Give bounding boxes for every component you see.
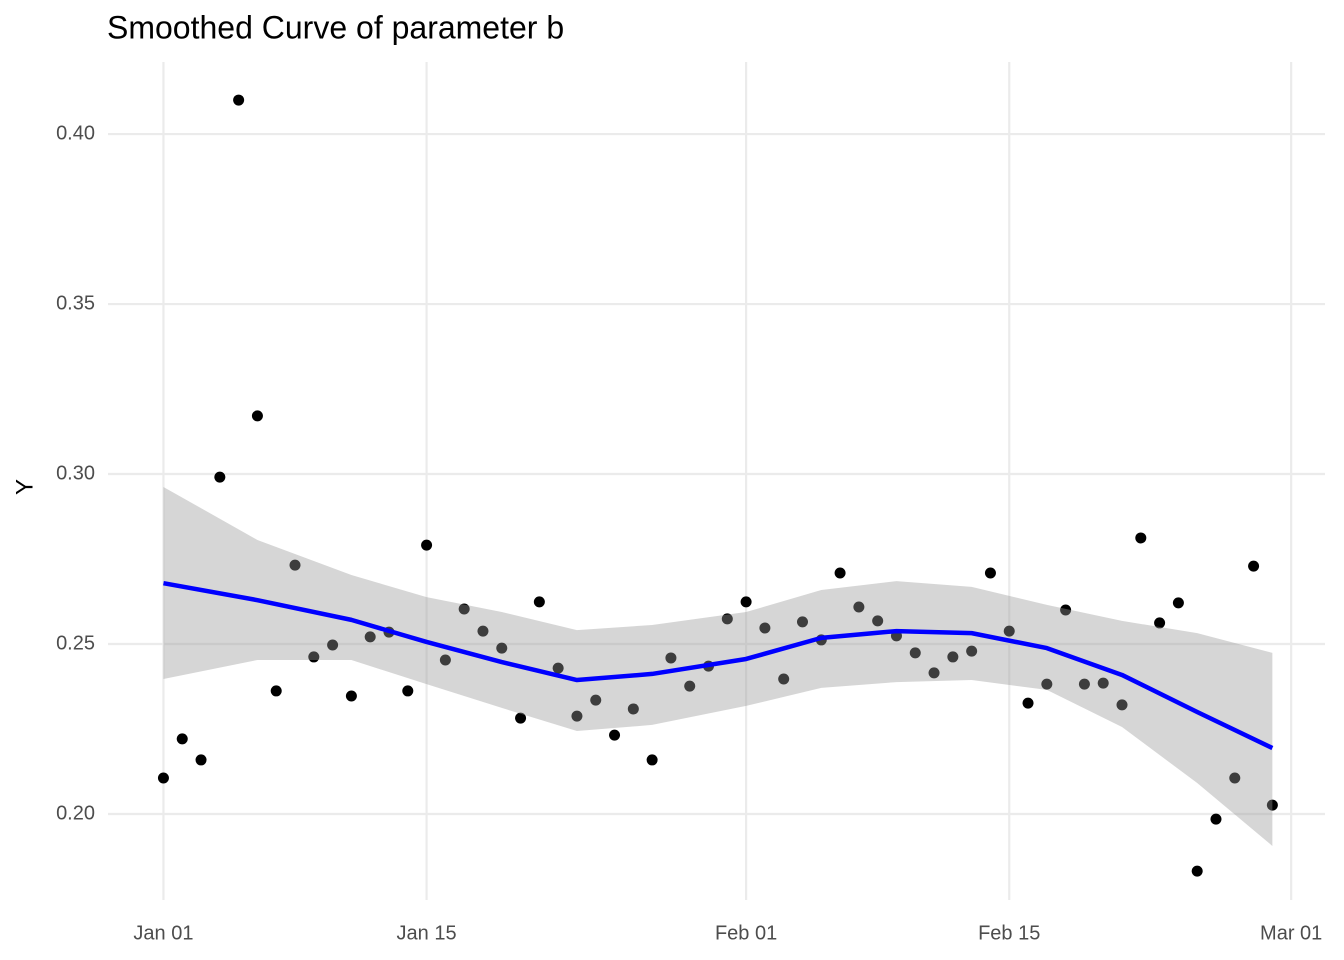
point <box>1097 677 1109 689</box>
point <box>1041 678 1053 690</box>
chart-title: Smoothed Curve of parameter b <box>107 9 564 45</box>
x-tick-label: Feb 15 <box>978 922 1040 944</box>
point <box>251 410 263 422</box>
x-tick-label: Jan 01 <box>133 922 193 944</box>
point <box>289 559 301 571</box>
point <box>1229 772 1241 784</box>
point <box>496 642 508 654</box>
point <box>402 685 414 697</box>
point <box>533 596 545 608</box>
point <box>195 754 207 766</box>
point <box>270 685 282 697</box>
point <box>421 539 433 551</box>
point <box>214 471 226 483</box>
point <box>1116 699 1128 711</box>
point <box>684 680 696 692</box>
point <box>515 712 527 724</box>
point <box>966 645 978 657</box>
point <box>1248 560 1260 572</box>
point <box>627 703 639 715</box>
point <box>233 94 245 106</box>
confidence-band <box>163 486 1273 846</box>
y-tick-label: 0.20 <box>56 802 95 824</box>
x-tick-label: Mar 01 <box>1260 922 1322 944</box>
point <box>308 651 320 663</box>
point <box>176 733 188 745</box>
point <box>458 603 470 615</box>
point <box>872 615 884 627</box>
point <box>928 667 940 679</box>
point <box>477 625 489 637</box>
point <box>364 631 376 643</box>
y-tick-label: 0.30 <box>56 462 95 484</box>
point <box>345 690 357 702</box>
point <box>834 567 846 579</box>
point <box>759 622 771 634</box>
point <box>646 754 658 766</box>
point <box>778 673 790 685</box>
point <box>590 694 602 706</box>
point <box>157 772 169 784</box>
y-axis-title: Y <box>11 479 38 495</box>
point <box>439 654 451 666</box>
point <box>853 601 865 613</box>
point <box>1210 813 1222 825</box>
point <box>1060 604 1072 616</box>
point <box>1022 697 1034 709</box>
point <box>609 729 621 741</box>
point <box>796 616 808 628</box>
point <box>1172 597 1184 609</box>
point <box>909 647 921 659</box>
point <box>665 652 677 664</box>
y-tick-label: 0.25 <box>56 632 95 654</box>
point <box>721 613 733 625</box>
x-tick-label: Feb 01 <box>715 922 777 944</box>
point <box>1078 678 1090 690</box>
point <box>984 567 996 579</box>
point <box>1135 532 1147 544</box>
point <box>1266 799 1278 811</box>
point <box>740 596 752 608</box>
point <box>1191 865 1203 877</box>
y-tick-label: 0.35 <box>56 292 95 314</box>
point <box>1003 625 1015 637</box>
y-tick-label: 0.40 <box>56 122 95 144</box>
point <box>327 639 339 651</box>
point <box>947 651 959 663</box>
point <box>1154 617 1166 629</box>
smooth-line <box>163 580 1274 751</box>
x-tick-label: Jan 15 <box>397 922 457 944</box>
point <box>571 710 583 722</box>
point <box>552 662 564 674</box>
